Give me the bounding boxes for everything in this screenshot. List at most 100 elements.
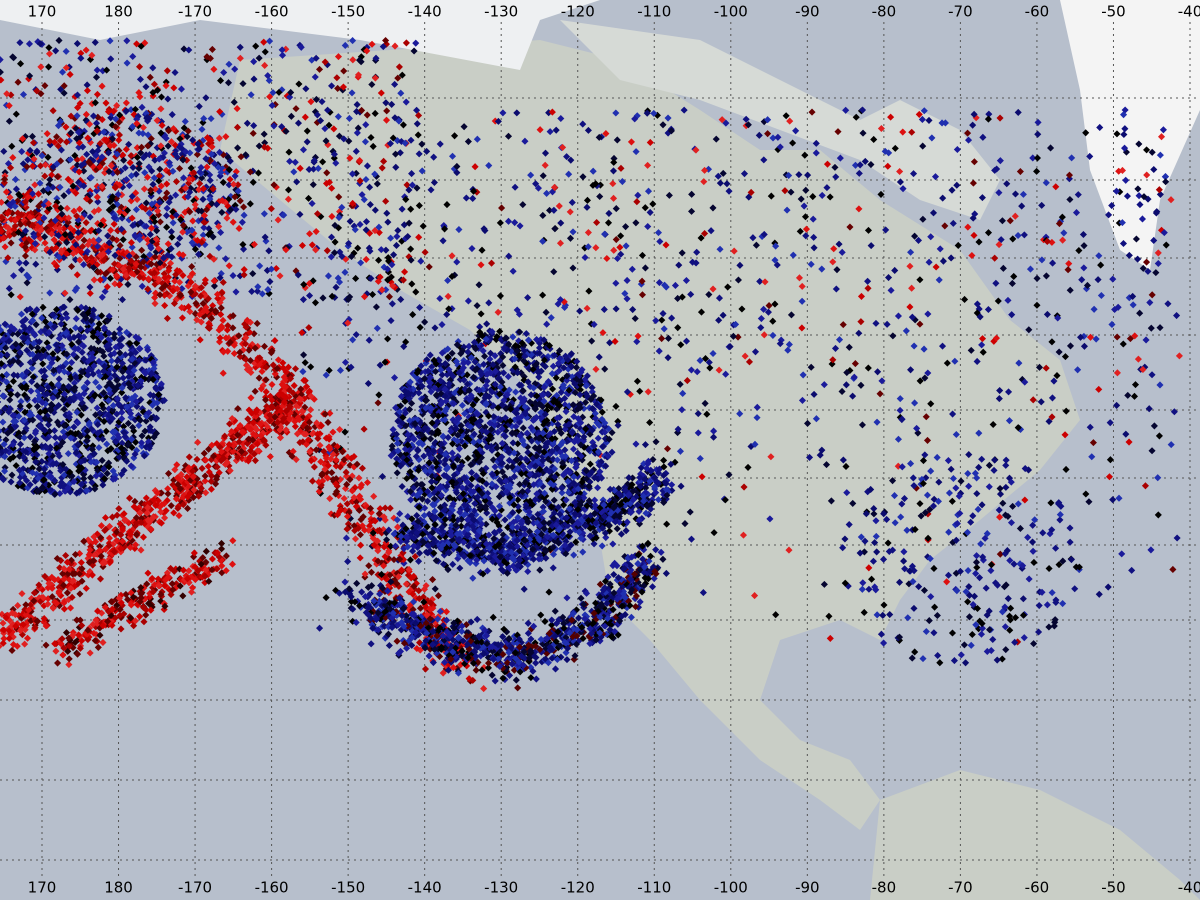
particle xyxy=(323,169,331,177)
particle xyxy=(954,241,962,249)
particle xyxy=(448,252,456,260)
particle xyxy=(864,284,872,292)
particle xyxy=(736,261,744,269)
particle xyxy=(557,114,565,123)
particle xyxy=(579,120,587,128)
particle xyxy=(996,387,1004,395)
particle xyxy=(873,418,881,426)
particle xyxy=(421,248,429,256)
particle xyxy=(783,206,791,214)
particle xyxy=(473,135,481,143)
particle xyxy=(659,121,667,129)
particle xyxy=(416,303,424,312)
particle xyxy=(566,208,574,216)
particle xyxy=(752,241,760,249)
particle xyxy=(887,286,895,294)
particle xyxy=(664,114,672,122)
particle xyxy=(652,317,660,325)
particle xyxy=(920,345,928,353)
particle xyxy=(802,225,811,233)
particle xyxy=(1015,359,1023,367)
particle xyxy=(914,236,923,244)
particle xyxy=(795,171,803,179)
particle xyxy=(600,305,608,313)
particle xyxy=(849,392,857,400)
particle xyxy=(998,608,1007,616)
particle xyxy=(931,173,940,181)
particle xyxy=(583,196,592,204)
particle xyxy=(633,198,641,206)
particle xyxy=(932,263,940,271)
particle xyxy=(444,276,452,285)
particle xyxy=(697,308,706,316)
particle xyxy=(699,589,707,597)
particle xyxy=(832,285,840,293)
particle xyxy=(617,250,625,258)
particle xyxy=(810,233,818,241)
particle xyxy=(307,363,315,371)
particle xyxy=(681,520,689,528)
particle xyxy=(622,242,630,250)
particle xyxy=(365,336,373,344)
particle xyxy=(975,429,983,437)
particle xyxy=(687,535,696,543)
particle xyxy=(979,348,987,356)
particle xyxy=(542,308,550,316)
particle xyxy=(539,291,547,299)
particle xyxy=(831,344,840,352)
particle xyxy=(896,178,904,186)
particle xyxy=(646,138,654,146)
particle xyxy=(588,337,596,345)
arctic-ice xyxy=(0,0,600,70)
particle xyxy=(859,129,867,137)
particle xyxy=(628,265,636,273)
particle xyxy=(311,299,320,307)
particle xyxy=(736,410,744,418)
particle xyxy=(884,539,892,547)
particle xyxy=(916,276,924,284)
particle xyxy=(494,117,502,125)
particle xyxy=(373,324,381,332)
particle xyxy=(1014,108,1022,116)
particle xyxy=(546,206,554,214)
particle xyxy=(835,240,843,248)
particle xyxy=(441,225,449,233)
particle xyxy=(549,385,557,393)
particle xyxy=(916,320,924,328)
particle xyxy=(812,149,820,157)
particle xyxy=(734,333,742,341)
particle xyxy=(629,306,637,314)
particle xyxy=(504,132,513,140)
particle xyxy=(920,107,928,115)
particle xyxy=(906,262,914,270)
particle xyxy=(436,140,444,148)
particle xyxy=(782,112,790,120)
particle xyxy=(613,254,622,263)
particle xyxy=(756,277,764,285)
particle xyxy=(674,324,682,332)
particle xyxy=(338,203,346,211)
particle xyxy=(589,167,597,175)
particle xyxy=(873,548,881,556)
particle xyxy=(579,173,587,181)
particle xyxy=(718,116,726,124)
particle xyxy=(608,448,616,456)
particle xyxy=(882,226,890,234)
particle xyxy=(964,136,973,144)
particle xyxy=(1009,235,1017,243)
particle xyxy=(612,205,620,213)
particle xyxy=(325,366,333,374)
particle xyxy=(617,164,625,172)
particle xyxy=(605,209,613,217)
particle xyxy=(427,186,435,194)
particle xyxy=(894,312,902,320)
particle xyxy=(469,194,477,202)
particle xyxy=(705,358,713,366)
particle xyxy=(611,337,619,346)
particle xyxy=(818,265,826,273)
particle xyxy=(740,170,749,178)
particle xyxy=(975,238,983,246)
particle xyxy=(374,399,382,407)
particle xyxy=(663,520,671,528)
particle xyxy=(786,117,794,125)
